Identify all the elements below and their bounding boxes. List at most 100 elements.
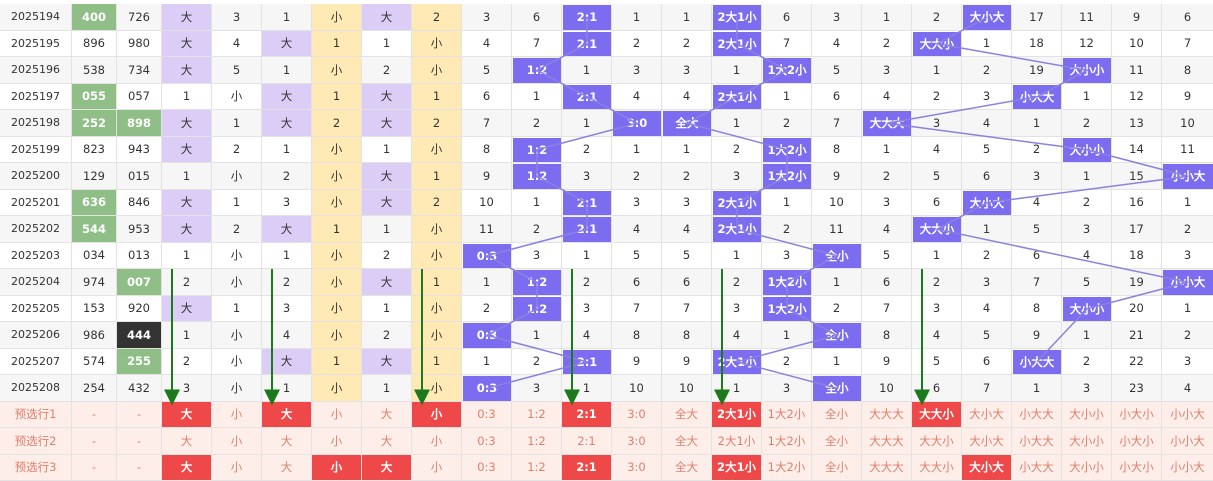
trend-cell: 1 <box>812 349 862 376</box>
trend-cell: 12 <box>1112 84 1162 111</box>
preselect-option[interactable]: 2:1 <box>562 402 612 429</box>
preselect-option[interactable]: 1:2 <box>512 455 562 481</box>
trend-cell: 7 <box>1162 31 1213 58</box>
preselect-option[interactable]: 大小大 <box>962 428 1012 455</box>
trend-hit-pill: 1:2 <box>513 270 561 295</box>
preselect-option[interactable]: 大 <box>262 428 312 455</box>
trend-cell: 5 <box>662 243 712 270</box>
draw-number: 153 <box>72 296 117 323</box>
preselect-option[interactable]: 大 <box>162 428 212 455</box>
trend-cell: 23 <box>1112 375 1162 402</box>
draw-number: 898 <box>117 110 162 137</box>
preselect-option[interactable]: 小 <box>312 455 362 481</box>
draw-number: 986 <box>72 322 117 349</box>
preselect-option[interactable]: 2大1小 <box>712 455 762 481</box>
preselect-option[interactable]: 小 <box>312 428 362 455</box>
preselect-option[interactable]: 全大 <box>662 455 712 481</box>
trend-hit-pill: 全大 <box>663 111 711 136</box>
trend-cell: 小 <box>212 84 262 111</box>
preselect-option[interactable]: 1:2 <box>512 402 562 429</box>
preselect-option[interactable]: 大大大 <box>862 428 912 455</box>
preselect-option[interactable]: 小大小 <box>1112 428 1162 455</box>
trend-hit-pill: 2:1 <box>563 191 611 216</box>
preselect-option[interactable]: 2:1 <box>562 428 612 455</box>
trend-cell: 3 <box>462 4 512 31</box>
preselect-option[interactable]: 小大大 <box>1012 402 1062 429</box>
issue-number: 2025205 <box>0 296 72 323</box>
preselect-option[interactable]: 大小大 <box>962 455 1012 481</box>
preselect-option[interactable]: 大大大 <box>862 455 912 481</box>
preselect-option[interactable]: 全大 <box>662 428 712 455</box>
trend-cell: 1 <box>812 269 862 296</box>
preselect-option[interactable]: 大 <box>362 455 412 481</box>
preselect-option[interactable]: 大小小 <box>1062 428 1112 455</box>
preselect-option[interactable]: 小 <box>312 402 362 429</box>
preselect-option[interactable]: 1:2 <box>512 428 562 455</box>
preselect-option[interactable]: 小 <box>212 402 262 429</box>
preselect-option[interactable]: 3:0 <box>612 402 662 429</box>
preselect-option[interactable]: 大 <box>262 402 312 429</box>
trend-cell: 1 <box>512 322 562 349</box>
preselect-option[interactable]: 2大1小 <box>712 428 762 455</box>
trend-hit-pill: 2大1小 <box>713 85 761 110</box>
trend-cell: 4 <box>562 322 612 349</box>
preselect-option[interactable]: 大大小 <box>912 455 962 481</box>
preselect-option[interactable]: 大大小 <box>912 402 962 429</box>
trend-cell: 大 <box>362 349 412 376</box>
trend-cell: 1 <box>712 57 762 84</box>
draw-number: 636 <box>72 190 117 217</box>
preselect-option[interactable]: 小小大 <box>1162 402 1213 429</box>
preselect-option[interactable]: 0:3 <box>462 402 512 429</box>
trend-cell: 6 <box>912 190 962 217</box>
preselect-option[interactable]: 全小 <box>812 428 862 455</box>
preselect-option[interactable]: 3:0 <box>612 455 662 481</box>
preselect-option[interactable]: 大小小 <box>1062 402 1112 429</box>
preselect-option[interactable]: 大大小 <box>912 428 962 455</box>
preselect-option[interactable]: 大大大 <box>862 402 912 429</box>
trend-cell: 4 <box>712 322 762 349</box>
preselect-option[interactable]: 2:1 <box>562 455 612 481</box>
preselect-option[interactable]: 小 <box>412 402 462 429</box>
preselect-row-label: 预选行2 <box>0 428 72 455</box>
trend-cell: 1 <box>1062 322 1112 349</box>
preselect-option[interactable]: 大 <box>162 402 212 429</box>
trend-cell: 2 <box>762 349 812 376</box>
trend-cell: 20 <box>1112 296 1162 323</box>
preselect-option[interactable]: 全小 <box>812 402 862 429</box>
preselect-option[interactable]: 小小大 <box>1162 428 1213 455</box>
preselect-option[interactable]: 全大 <box>662 402 712 429</box>
preselect-option[interactable]: 小 <box>412 455 462 481</box>
preselect-dash: - <box>72 428 117 455</box>
preselect-option[interactable]: 1大2小 <box>762 402 812 429</box>
preselect-option[interactable]: 大 <box>162 455 212 481</box>
trend-cell: 19 <box>1112 269 1162 296</box>
preselect-option[interactable]: 大 <box>362 428 412 455</box>
preselect-option[interactable]: 小 <box>212 428 262 455</box>
trend-cell: 14 <box>1112 137 1162 164</box>
preselect-option[interactable]: 小 <box>212 455 262 481</box>
trend-cell: 3 <box>662 190 712 217</box>
preselect-option[interactable]: 1大2小 <box>762 428 812 455</box>
preselect-option[interactable]: 3:0 <box>612 428 662 455</box>
preselect-option[interactable]: 小大小 <box>1112 455 1162 481</box>
trend-hit-pill: 2:1 <box>563 5 611 30</box>
preselect-option[interactable]: 0:3 <box>462 455 512 481</box>
preselect-option[interactable]: 小大大 <box>1012 428 1062 455</box>
preselect-option[interactable]: 小大大 <box>1012 455 1062 481</box>
preselect-option[interactable]: 大 <box>362 402 412 429</box>
draw-number: 574 <box>72 349 117 376</box>
trend-cell: 2 <box>412 4 462 31</box>
preselect-option[interactable]: 2大1小 <box>712 402 762 429</box>
preselect-option[interactable]: 全小 <box>812 455 862 481</box>
preselect-option[interactable]: 小小大 <box>1162 455 1213 481</box>
preselect-option[interactable]: 小大小 <box>1112 402 1162 429</box>
preselect-option[interactable]: 1大2小 <box>762 455 812 481</box>
trend-cell: 6 <box>1162 4 1213 31</box>
preselect-option[interactable]: 0:3 <box>462 428 512 455</box>
trend-hit-pill: 2大1小 <box>713 5 761 30</box>
trend-cell: 17 <box>1112 216 1162 243</box>
preselect-option[interactable]: 大小大 <box>962 402 1012 429</box>
preselect-option[interactable]: 小 <box>412 428 462 455</box>
preselect-option[interactable]: 大小小 <box>1062 455 1112 481</box>
preselect-option[interactable]: 大 <box>262 455 312 481</box>
